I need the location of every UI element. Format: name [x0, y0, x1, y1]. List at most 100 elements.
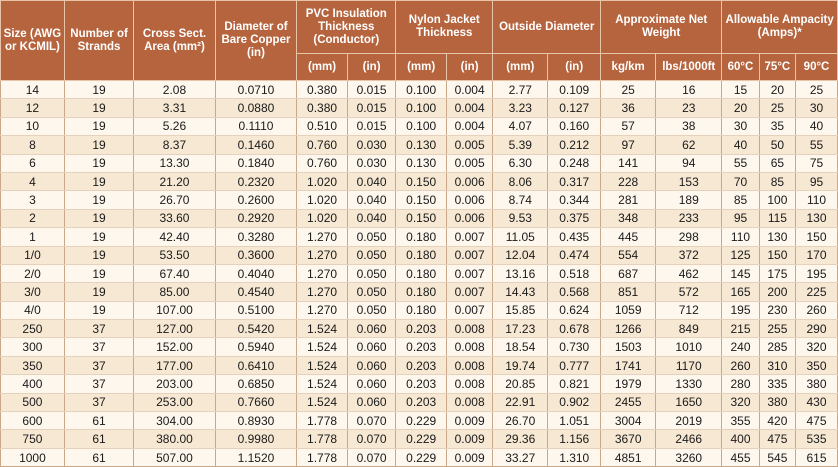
- cell-nylon-in: 0.008: [445, 319, 494, 339]
- table-row: 10 19 5.26 0.1110 0.510 0.015 0.100 0.004 4.07 0.…: [0, 117, 838, 137]
- header-diameter-copper: Diameter of Bare Copper (in): [214, 0, 298, 81]
- cell-outside-mm: 18.54: [492, 337, 549, 357]
- cell-nylon-in: 0.006: [445, 209, 494, 229]
- cell-cross-sect: 67.40: [133, 264, 216, 284]
- cell-nylon-mm: 0.203: [395, 319, 447, 339]
- subheader-outside-mm: (mm): [492, 53, 549, 81]
- cell-outside-in: 0.624: [547, 301, 602, 321]
- subheader-75c: 75°C: [758, 53, 797, 81]
- cell-cross-sect: 8.37: [133, 135, 216, 155]
- cell-diameter-copper: 0.9980: [214, 429, 298, 449]
- cell-outside-mm: 9.53: [492, 209, 549, 229]
- cell-pvc-mm: 0.510: [296, 117, 348, 137]
- cell-nylon-in: 0.007: [445, 264, 494, 284]
- cell-pvc-mm: 0.760: [296, 154, 348, 173]
- cell-size: 8: [0, 135, 65, 155]
- cell-diameter-copper: 0.1840: [214, 154, 298, 173]
- cell-ampacity-60c: 15: [721, 80, 760, 100]
- cell-ampacity-90c: 95: [795, 172, 838, 192]
- cell-outside-in: 1.051: [547, 411, 602, 431]
- cell-pvc-in: 0.040: [346, 190, 397, 210]
- cell-pvc-mm: 1.778: [296, 411, 348, 431]
- cell-diameter-copper: 0.6850: [214, 374, 298, 394]
- cell-size: 12: [0, 98, 65, 118]
- cell-weight-kgkm: 1266: [600, 319, 657, 339]
- cell-ampacity-90c: 430: [795, 393, 838, 413]
- subheader-outside-in: (in): [547, 53, 602, 81]
- cell-weight-lbs: 372: [655, 246, 723, 265]
- cell-size: 1: [0, 227, 65, 247]
- cell-ampacity-90c: 30: [795, 98, 838, 118]
- subheader-60c: 60°C: [721, 53, 760, 81]
- cell-diameter-copper: 0.2600: [214, 190, 298, 210]
- header-size: Size (AWG or KCMIL): [0, 0, 65, 81]
- cell-nylon-mm: 0.150: [395, 190, 447, 210]
- subheader-pvc-mm: (mm): [296, 53, 348, 81]
- subheader-pvc-in: (in): [346, 53, 397, 81]
- cell-pvc-in: 0.050: [346, 282, 397, 302]
- cell-strands: 19: [63, 117, 135, 137]
- cell-pvc-in: 0.060: [346, 356, 397, 376]
- cell-ampacity-60c: 85: [721, 190, 760, 210]
- cell-pvc-mm: 1.270: [296, 246, 348, 265]
- cell-ampacity-90c: 290: [795, 319, 838, 339]
- subheader-lbs-1000ft: lbs/1000ft: [655, 53, 723, 81]
- cell-pvc-mm: 1.524: [296, 319, 348, 339]
- cell-nylon-in: 0.008: [445, 374, 494, 394]
- cell-ampacity-90c: 75: [795, 154, 838, 173]
- cell-weight-kgkm: 1503: [600, 337, 657, 357]
- cell-weight-kgkm: 554: [600, 246, 657, 265]
- header-net-weight: Approximate Net Weight: [600, 0, 723, 54]
- cell-weight-lbs: 1650: [655, 393, 723, 413]
- cell-weight-lbs: 23: [655, 98, 723, 118]
- cell-cross-sect: 3.31: [133, 98, 216, 118]
- cell-outside-in: 0.127: [547, 98, 602, 118]
- cell-pvc-mm: 1.524: [296, 337, 348, 357]
- cell-pvc-mm: 1.524: [296, 374, 348, 394]
- cell-pvc-in: 0.040: [346, 209, 397, 229]
- cell-weight-lbs: 572: [655, 282, 723, 302]
- cell-size: 2/0: [0, 264, 65, 284]
- cell-ampacity-90c: 350: [795, 356, 838, 376]
- cell-diameter-copper: 0.5100: [214, 301, 298, 321]
- cell-nylon-in: 0.005: [445, 135, 494, 155]
- cell-outside-in: 0.678: [547, 319, 602, 339]
- cell-strands: 19: [63, 264, 135, 284]
- cell-ampacity-60c: 55: [721, 154, 760, 173]
- cell-cross-sect: 177.00: [133, 356, 216, 376]
- cell-ampacity-75c: 85: [758, 172, 797, 192]
- cell-size: 3: [0, 190, 65, 210]
- table-row: 300 37 152.00 0.5940 1.524 0.060 0.203 0.008 18.…: [0, 337, 838, 357]
- header-ampacity: Allowable Ampacity (Amps)*: [721, 0, 838, 54]
- cell-outside-mm: 12.04: [492, 246, 549, 265]
- cell-ampacity-90c: 260: [795, 301, 838, 321]
- table-row: 2/0 19 67.40 0.4040 1.270 0.050 0.180 0.007 13.1…: [0, 264, 838, 284]
- cell-ampacity-60c: 320: [721, 393, 760, 413]
- subheader-nylon-in: (in): [445, 53, 494, 81]
- cell-strands: 19: [63, 301, 135, 321]
- cell-pvc-in: 0.050: [346, 301, 397, 321]
- cell-outside-in: 0.568: [547, 282, 602, 302]
- cell-nylon-in: 0.004: [445, 80, 494, 100]
- cell-diameter-copper: 1.1520: [214, 448, 298, 467]
- cell-outside-mm: 14.43: [492, 282, 549, 302]
- cell-strands: 19: [63, 154, 135, 173]
- cell-cross-sect: 152.00: [133, 337, 216, 357]
- cell-ampacity-60c: 240: [721, 337, 760, 357]
- cell-strands: 19: [63, 172, 135, 192]
- cell-strands: 37: [63, 393, 135, 413]
- cell-ampacity-60c: 215: [721, 319, 760, 339]
- cell-strands: 61: [63, 429, 135, 449]
- cell-ampacity-75c: 150: [758, 246, 797, 265]
- cell-ampacity-75c: 115: [758, 209, 797, 229]
- cell-weight-lbs: 2019: [655, 411, 723, 431]
- cell-ampacity-75c: 285: [758, 337, 797, 357]
- cell-ampacity-60c: 260: [721, 356, 760, 376]
- cell-strands: 61: [63, 448, 135, 467]
- cell-cross-sect: 253.00: [133, 393, 216, 413]
- cell-ampacity-60c: 110: [721, 227, 760, 247]
- cell-ampacity-60c: 195: [721, 301, 760, 321]
- cell-nylon-in: 0.007: [445, 282, 494, 302]
- cell-pvc-in: 0.060: [346, 374, 397, 394]
